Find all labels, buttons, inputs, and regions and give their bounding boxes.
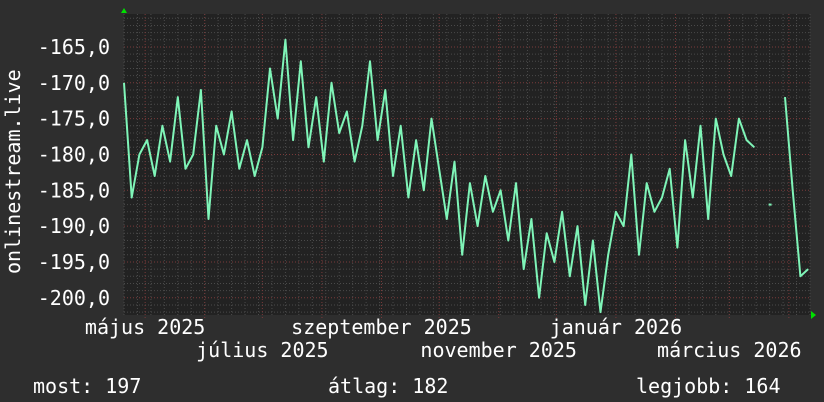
- x-axis-arrow-icon: [811, 311, 816, 319]
- data-point: [768, 203, 772, 206]
- y-axis-arrow-icon: [121, 8, 127, 13]
- x-tick-label: szeptember 2025: [291, 315, 472, 339]
- legend-current-value: 197: [105, 374, 142, 398]
- y-tick-label: -200,0: [38, 286, 110, 310]
- y-axis: -165,0 -170,0 -175,0 -180,0 -185,0 -190,0 -195…: [38, 35, 110, 310]
- y-tick-label: -180,0: [38, 142, 110, 166]
- x-tick-label: november 2025: [420, 338, 577, 362]
- series-line: [784, 97, 809, 278]
- x-tick-label: május 2025: [85, 315, 205, 339]
- y-tick-label: -185,0: [38, 178, 110, 202]
- legend-average-label: átlag:: [328, 374, 401, 398]
- plot-area: [124, 14, 810, 315]
- legend-best-label: legjobb:: [636, 374, 733, 398]
- legend-average: átlag: 182: [328, 374, 448, 398]
- legend-current-label: most:: [33, 374, 94, 398]
- x-tick-label: július 2025: [196, 338, 328, 362]
- y-tick-label: -170,0: [38, 71, 110, 95]
- y-tick-label: -165,0: [38, 35, 110, 59]
- legend-current: most: 197: [33, 374, 141, 398]
- series: [123, 38, 809, 314]
- series-line: [123, 38, 755, 314]
- x-tick-label: március 2026: [657, 338, 802, 362]
- x-tick-label: január 2026: [550, 315, 682, 339]
- y-tick-label: -190,0: [38, 214, 110, 238]
- legend-best: legjobb: 164: [636, 374, 781, 398]
- y-tick-label: -195,0: [38, 250, 110, 274]
- y-axis-label: onlinestream.live: [1, 69, 25, 274]
- y-tick-label: -175,0: [38, 107, 110, 131]
- legend-best-value: 164: [744, 374, 781, 398]
- legend-average-value: 182: [412, 374, 449, 398]
